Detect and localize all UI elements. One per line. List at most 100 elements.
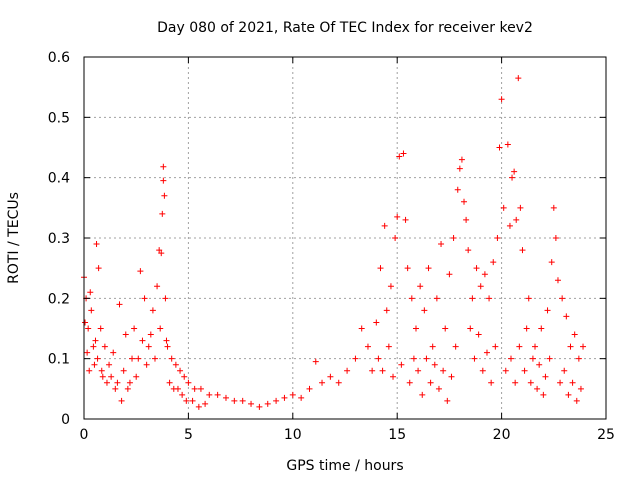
data-point [151,355,158,362]
data-point [161,192,168,199]
data-point [327,373,334,380]
data-point [471,355,478,362]
x-tick-label: 0 [80,427,89,443]
x-tick-label: 15 [388,427,406,443]
data-point [162,295,169,302]
data-point [377,265,384,272]
data-point [281,394,288,401]
data-point [84,349,91,356]
data-point [519,247,526,254]
data-point [410,355,417,362]
data-point [392,235,399,241]
data-point [554,277,561,284]
data-point [521,367,528,374]
data-point [490,259,497,266]
data-point [206,391,213,398]
data-point [177,367,184,374]
data-point [195,403,202,410]
data-point [496,144,503,151]
data-point [191,385,198,392]
data-point [431,361,438,368]
data-point [398,361,405,368]
data-point [364,343,371,350]
data-point [571,331,578,338]
data-point [85,325,92,332]
data-point [417,283,424,290]
data-point [306,385,313,392]
data-point [448,373,455,380]
data-point [248,400,255,407]
data-point [532,343,539,350]
data-point [298,394,305,401]
data-point [319,379,326,386]
data-point [147,331,154,338]
data-point [124,385,131,392]
data-point [511,168,518,175]
y-tick-label: 0.5 [48,110,70,126]
data-point [435,385,442,392]
y-tick-label: 0.2 [48,291,70,307]
data-point [99,373,106,380]
data-point [231,397,238,404]
data-point [158,250,165,257]
data-point [544,307,551,314]
y-axis-label: ROTI / TECUs [6,192,22,284]
data-point [94,355,101,362]
data-point [536,361,543,368]
data-point [88,307,95,314]
data-point [515,75,522,82]
data-point [149,307,156,314]
x-tick-label: 5 [184,427,193,443]
data-point [179,391,186,398]
data-point [454,186,461,193]
x-tick-label: 25 [597,427,615,443]
data-point [540,391,547,398]
ticks-layer: 0 5 10 15 20 25 0 0.1 0.2 0.3 0.4 0.5 0.6 [48,50,615,443]
x-axis-label: GPS time / hours [286,458,403,474]
data-point [273,397,280,404]
data-point [406,379,413,386]
data-point [421,307,428,314]
data-point [156,247,163,254]
data-point [114,379,121,386]
data-point [450,235,457,241]
data-point [552,235,559,241]
data-point [381,222,388,229]
data-point [494,235,501,241]
data-point [444,397,451,404]
data-point [394,213,401,220]
data-point [513,216,520,223]
data-point [498,96,505,103]
data-point [385,343,392,350]
data-point [90,343,97,350]
data-point [92,337,99,344]
data-point [129,355,136,362]
data-point [91,361,98,368]
data-point [402,216,409,223]
data-point [427,379,434,386]
data-point [110,349,117,356]
data-point [166,379,173,386]
data-point [446,271,453,278]
data-point [538,325,545,332]
data-point [442,325,449,332]
data-point [101,343,108,350]
data-point [97,325,104,332]
data-point [492,343,499,350]
data-point [103,379,110,386]
data-point [264,400,271,407]
y-tick-label: 0.3 [48,231,70,247]
data-point [95,265,102,272]
data-point [575,355,582,362]
data-point [504,141,511,148]
data-point [475,331,482,338]
y-tick-label: 0.4 [48,171,70,187]
data-point [168,355,175,362]
data-point [507,355,514,362]
data-point [529,355,536,362]
data-point [486,295,493,302]
data-point [126,379,133,386]
data-point [548,259,555,266]
